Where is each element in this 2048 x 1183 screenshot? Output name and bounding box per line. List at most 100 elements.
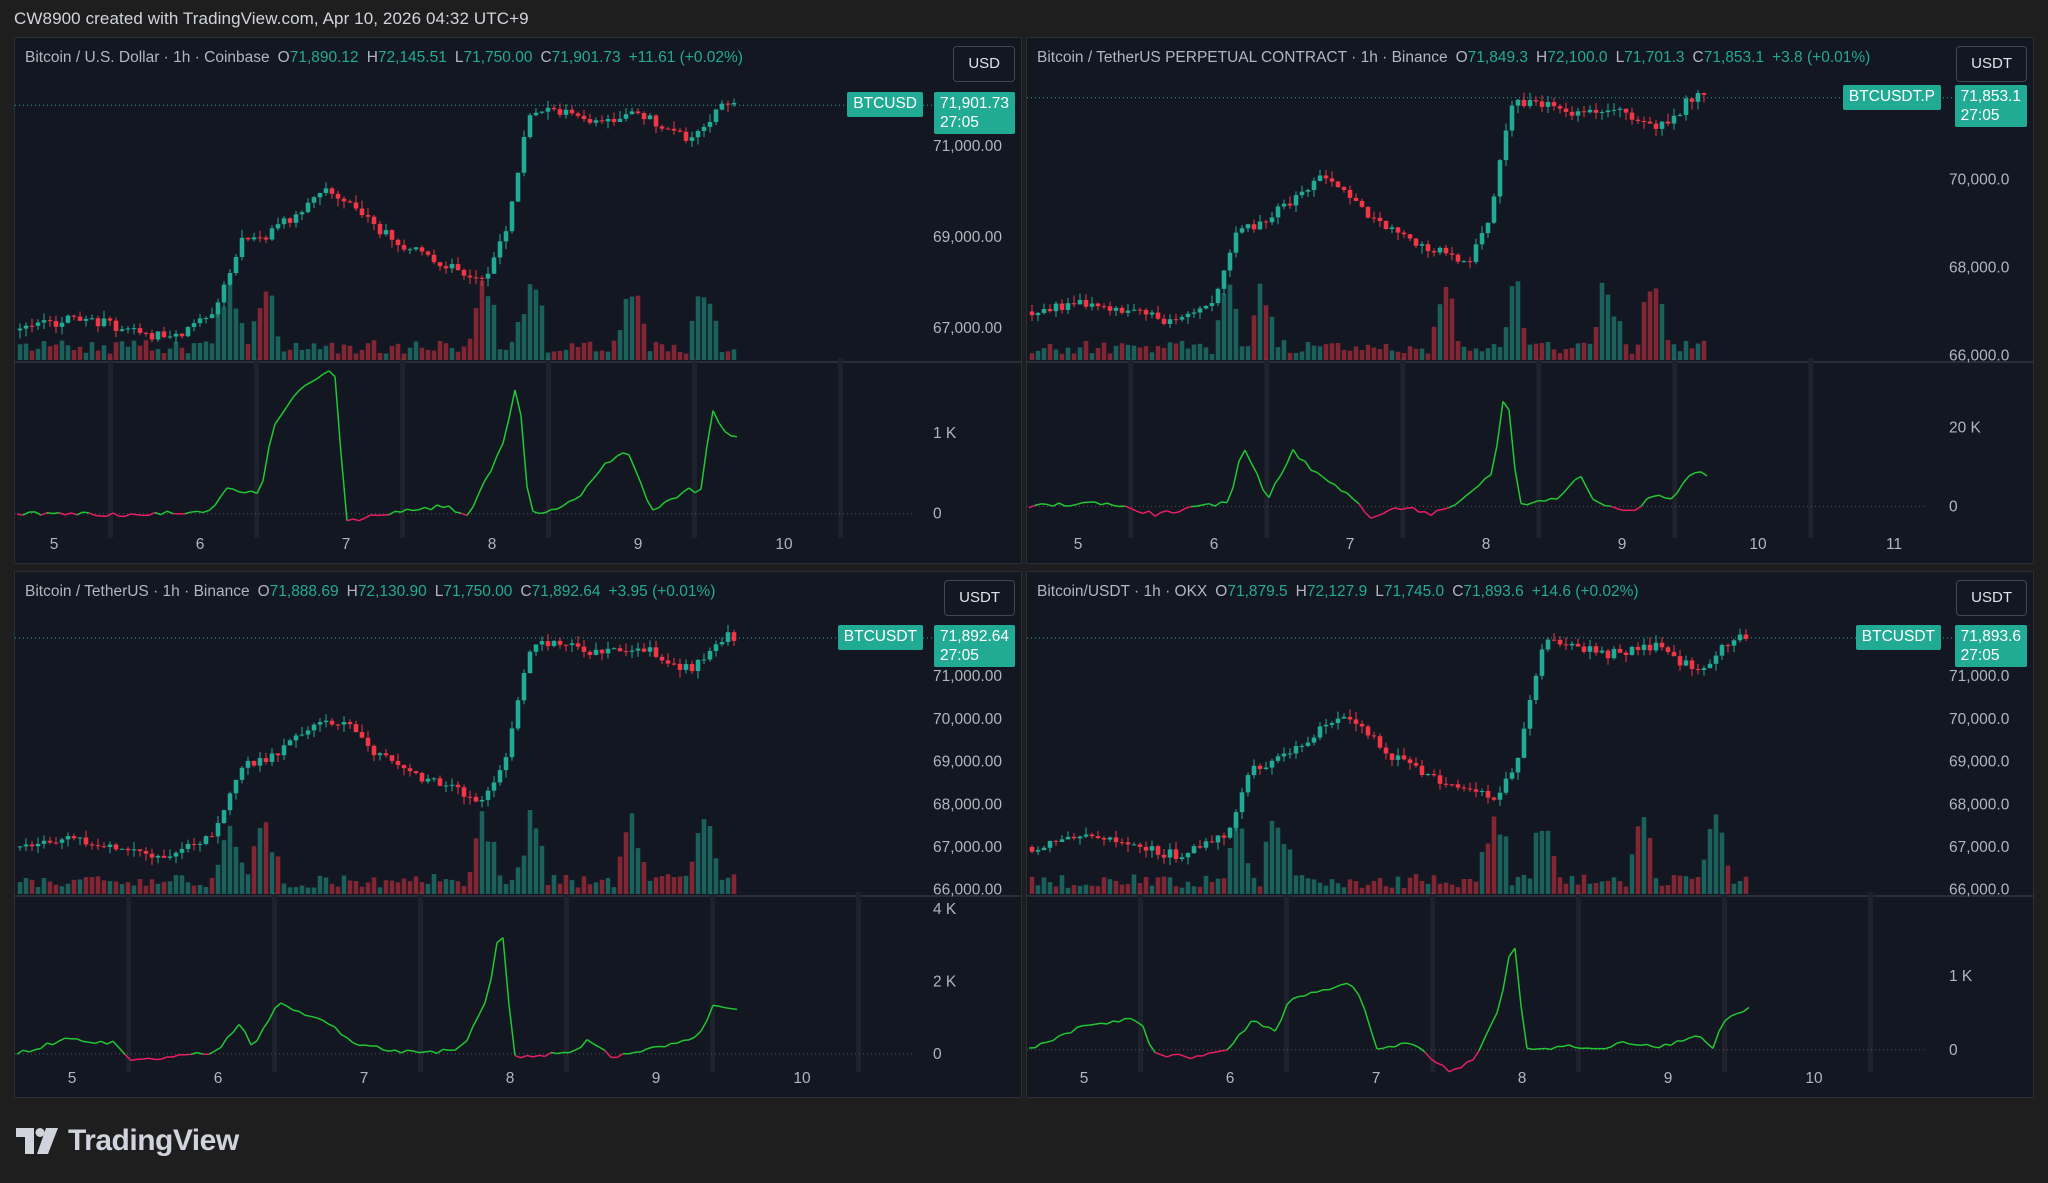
symbol-price-tag: BTCUSD (847, 92, 923, 118)
tradingview-logo[interactable]: TradingView (16, 1124, 239, 1158)
high-key: H (346, 583, 358, 600)
currency-button[interactable]: USDT (1956, 46, 2027, 82)
pane-separator[interactable] (1027, 895, 2034, 897)
low-value: 71,750.00 (443, 583, 513, 600)
candle-body (1701, 668, 1707, 670)
session-separator (1672, 358, 1678, 538)
candle-body (185, 843, 191, 849)
candle-body (89, 844, 95, 846)
candle-body (383, 753, 389, 756)
ohlc-legend[interactable]: Bitcoin/USDT · 1h · OKX O71,879.5 H72,127.… (1037, 583, 1639, 601)
volume-bar (1179, 340, 1185, 360)
chart-panel-4[interactable]: 71,000.0 70,000.0 69,000.0 68,000.0 67,000.0… (1026, 571, 2034, 1098)
oscillator-segment (1640, 498, 1648, 507)
volume-bar (53, 884, 59, 894)
chart-panel-2[interactable]: 70,000.0 68,000.0 66,000.0 20 K 0 5 6 7 8 9 10 11 Bi… (1026, 37, 2034, 564)
currency-button[interactable]: USDT (1956, 580, 2027, 616)
chart-panel-3[interactable]: 71,000.00 70,000.00 69,000.00 68,000.00 67,0… (14, 571, 1022, 1098)
time-axis[interactable]: 5 6 7 8 9 10 (68, 1070, 811, 1087)
symbol-title[interactable]: Bitcoin / TetherUS PERPETUAL CONTRACT · … (1037, 49, 1448, 66)
oscillator-segment (490, 942, 498, 980)
volume-bar (191, 885, 197, 894)
symbol-title[interactable]: Bitcoin / U.S. Dollar · 1h · Coinbase (25, 49, 270, 66)
candle-body (137, 328, 143, 333)
oscillator-segment (1640, 1043, 1648, 1046)
oscillator-segment (226, 1031, 234, 1039)
oscillator-segment (382, 1049, 390, 1052)
currency-button[interactable]: USDT (944, 580, 1015, 616)
oscillator-segment (1268, 483, 1276, 498)
chart-canvas[interactable]: 70,000.068,000.066,000.0 20 K0 5 6 7 8 9 10 11 (1027, 38, 2034, 564)
volume-bar (1617, 321, 1623, 360)
volume-bar (497, 349, 503, 360)
oscillator-segment (1388, 507, 1396, 511)
candle-body (95, 845, 101, 847)
volume-bar (263, 822, 269, 894)
oscillator-segment (22, 1049, 30, 1053)
oscillator-segment (304, 1014, 312, 1018)
oscillator-segment (244, 490, 252, 494)
session-separator (1808, 358, 1814, 538)
price-axis[interactable]: 71,000.0070,000.0069,000.0068,000.0067,0… (933, 668, 1002, 899)
volume-bar (1263, 305, 1269, 360)
time-axis[interactable]: 5 6 7 8 9 10 (50, 536, 793, 553)
oscillator-segment (724, 1006, 732, 1010)
volume-bar (1275, 827, 1281, 894)
volume-bar (1431, 875, 1437, 894)
volume-bar (1227, 284, 1233, 360)
ohlc-legend[interactable]: Bitcoin / U.S. Dollar · 1h · Coinbase O71… (25, 49, 743, 67)
oscillator-segment (1304, 991, 1312, 997)
price-axis[interactable]: 71,000.070,000.069,000.068,000.067,000.0… (1949, 668, 2010, 899)
candle-body (1593, 109, 1599, 113)
oscillator-segment (1634, 1043, 1642, 1046)
ohlc-legend[interactable]: Bitcoin / TetherUS PERPETUAL CONTRACT · … (1037, 49, 1870, 67)
volume-bar (611, 340, 617, 360)
candle-body (701, 126, 707, 132)
pane-separator[interactable] (1027, 361, 2034, 363)
candle-body (1431, 773, 1437, 776)
volume-bar (1371, 347, 1377, 360)
oscillator-segment (1496, 989, 1504, 1013)
candle-body (1323, 175, 1329, 179)
oscillator-axis[interactable]: 20 K0 (1949, 419, 1982, 515)
candle-body (1071, 836, 1077, 839)
pane-separator[interactable] (15, 361, 1022, 363)
oscillator-segment (316, 373, 324, 380)
candle-body (1587, 109, 1593, 113)
pane-separator[interactable] (15, 895, 1022, 897)
candle-body (389, 755, 395, 761)
volume-bar (1065, 347, 1071, 360)
chart-canvas[interactable]: 71,000.070,000.069,000.068,000.067,000.0… (1027, 572, 2034, 1098)
candle-body (239, 767, 245, 780)
currency-button[interactable]: USD (953, 46, 1015, 82)
candle-body (1353, 197, 1359, 201)
chart-canvas[interactable]: 71,000.0070,000.0069,000.0068,000.0067,0… (15, 572, 1022, 1098)
oscillator-segment (232, 488, 240, 493)
volume-bar (1035, 885, 1041, 894)
volume-bar (353, 881, 359, 894)
candle-body (341, 722, 347, 725)
candle-body (1335, 718, 1341, 724)
oscillator-segment (28, 1049, 36, 1053)
oscillator-segment (256, 1028, 264, 1042)
oscillator-axis[interactable]: 4 K2 K0 (933, 901, 957, 1063)
price-axis[interactable]: 70,000.068,000.066,000.0 (1949, 171, 2010, 364)
chart-panel-1[interactable]: 71,000.00 69,000.00 67,000.00 1 K 0 5 6 7 8 9 10 Bi… (14, 37, 1022, 564)
oscillator-axis[interactable]: 1 K0 (1949, 968, 1973, 1059)
candle-body (1347, 189, 1353, 198)
symbol-title[interactable]: Bitcoin/USDT · 1h · OKX (1037, 583, 1208, 600)
symbol-title[interactable]: Bitcoin / TetherUS · 1h · Binance (25, 583, 250, 600)
time-tick-label: 6 (1210, 536, 1219, 553)
oscillator-segment (1106, 1020, 1114, 1025)
time-axis[interactable]: 5 6 7 8 9 10 (1080, 1070, 1823, 1087)
candle-body (695, 660, 701, 672)
volume-bar (1419, 880, 1425, 894)
ohlc-legend[interactable]: Bitcoin / TetherUS · 1h · Binance O71,888… (25, 583, 715, 601)
time-axis[interactable]: 5 6 7 8 9 10 11 (1074, 536, 1902, 553)
oscillator-segment (544, 508, 552, 514)
oscillator-axis[interactable]: 1 K0 (933, 425, 957, 523)
candle-body (179, 333, 185, 337)
volume-bar (1299, 875, 1305, 894)
